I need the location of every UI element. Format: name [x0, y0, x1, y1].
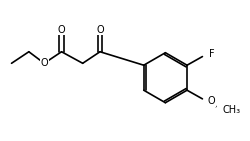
Text: O: O: [58, 25, 65, 35]
Text: O: O: [96, 25, 104, 35]
Text: CH₃: CH₃: [222, 105, 241, 115]
Text: F: F: [209, 49, 215, 59]
Text: O: O: [40, 58, 48, 68]
Text: O: O: [207, 96, 215, 106]
